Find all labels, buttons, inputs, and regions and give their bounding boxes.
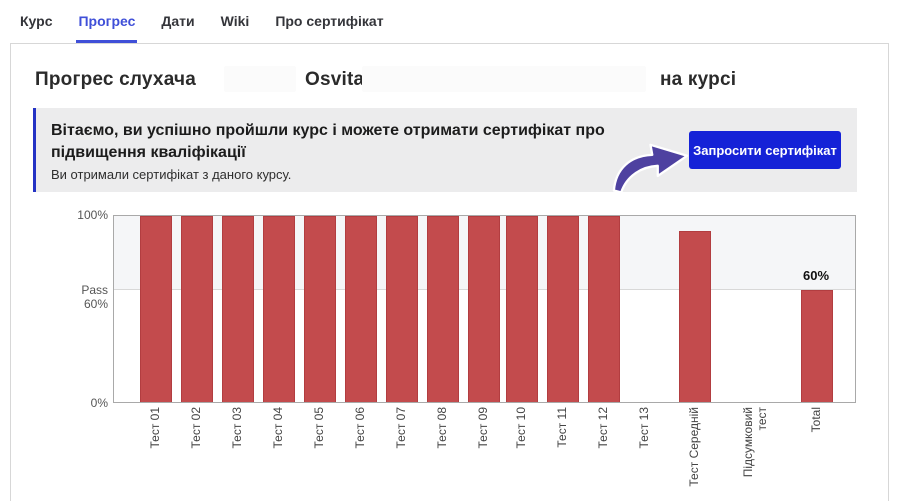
bar [468, 216, 500, 402]
x-axis-label: Тест 01 [148, 407, 162, 449]
x-axis-label: Тест 02 [189, 407, 203, 449]
x-axis-label: Тест 04 [271, 407, 285, 449]
bar [386, 216, 418, 402]
tab-about-certificate[interactable]: Про сертифікат [275, 13, 384, 29]
redacted-course-name [362, 66, 646, 92]
plot-area [113, 215, 856, 403]
tab-progress[interactable]: Прогрес [76, 0, 138, 43]
x-axis-label: Тест 13 [637, 407, 651, 449]
y-tick-pass-60: Pass 60% [81, 283, 108, 311]
x-axis-label: Підсумковий тест [741, 407, 769, 478]
bar [263, 216, 295, 402]
x-axis-label: Тест 11 [555, 407, 569, 448]
banner-title: Вітаємо, ви успішно пройшли курс і может… [51, 122, 605, 161]
bar [679, 231, 711, 402]
y-tick-100: 100% [77, 208, 108, 222]
x-axis-label: Тест 05 [312, 407, 326, 449]
x-axis-label: Тест 06 [353, 407, 367, 449]
bar [140, 216, 172, 402]
bar [427, 216, 459, 402]
course-nav-tabs: Курс Прогрес Дати Wiki Про сертифікат [0, 0, 900, 43]
tab-course[interactable]: Курс [20, 13, 53, 29]
page-title-platform: Osvita [305, 69, 365, 90]
x-axis-label: Тест 08 [435, 407, 449, 449]
total-bar-value-label: 60% [802, 268, 830, 283]
x-axis-label: Тест 10 [514, 407, 528, 449]
bar [222, 216, 254, 402]
tab-wiki[interactable]: Wiki [220, 13, 250, 29]
bar [345, 216, 377, 402]
tab-dates[interactable]: Дати [161, 13, 195, 29]
page-title-prefix: Прогрес слухача [35, 69, 196, 90]
y-tick-0: 0% [90, 396, 108, 410]
bar [304, 216, 336, 402]
page-title-suffix: на курсі [660, 69, 737, 90]
x-axis-label: Тест 12 [596, 407, 610, 449]
request-certificate-button[interactable]: Запросити сертифікат [689, 131, 841, 169]
x-axis-label: Тест 09 [476, 407, 490, 449]
x-axis-label: Тест 03 [230, 407, 244, 449]
certificate-banner: Вітаємо, ви успішно пройшли курс і может… [33, 108, 857, 192]
x-axis-labels: Тест 01 Тест 02 Тест 03 Тест 04 Тест 05 Тест … [113, 407, 856, 501]
bar [547, 216, 579, 402]
bar [588, 216, 620, 402]
bar [181, 216, 213, 402]
x-axis-label: Тест 07 [394, 407, 408, 449]
x-axis-label: Тест Середній [687, 407, 701, 487]
redacted-student-name [224, 66, 296, 92]
x-axis-label: Total [809, 407, 823, 433]
banner-subtitle: Ви отримали сертифікат з даного курсу. [51, 167, 292, 182]
bar [506, 216, 538, 402]
bar [801, 290, 833, 402]
